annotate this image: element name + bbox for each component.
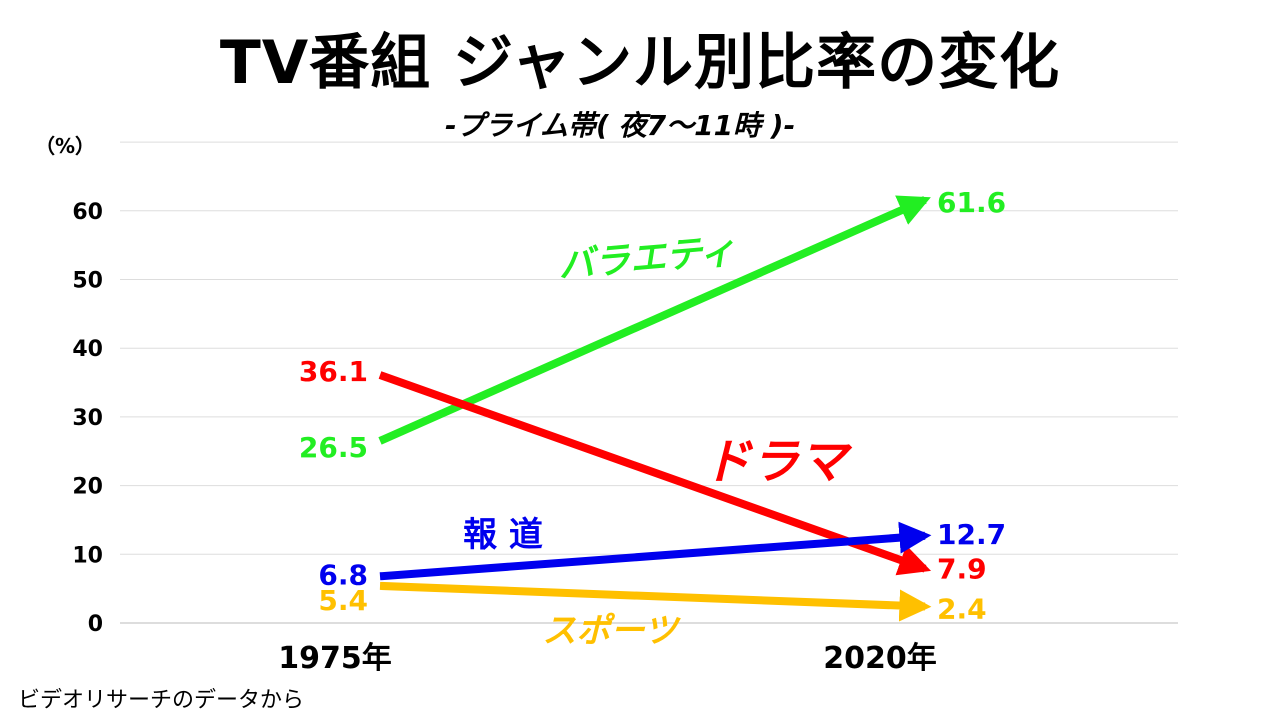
data-source-note: ビデオリサーチのデータから [18, 688, 305, 713]
series-line-1 [378, 371, 932, 576]
y-tick-label: 10 [72, 543, 103, 568]
y-tick-label: 50 [72, 269, 103, 294]
data-label-end: 61.6 [937, 186, 1006, 219]
y-tick-label: 60 [72, 200, 103, 225]
series-name-label: スポーツ [542, 611, 681, 651]
data-label-start: 5.4 [318, 584, 368, 617]
series-line-0 [378, 195, 931, 445]
data-label-start: 26.5 [299, 431, 368, 464]
y-tick-label: 40 [72, 337, 103, 362]
y-tick-label: 20 [72, 475, 103, 500]
series-name-label: ドラマ [703, 434, 853, 490]
x-tick-label: 1975年 [278, 641, 392, 676]
data-label-start: 36.1 [299, 355, 368, 388]
x-tick-label: 2020年 [823, 641, 937, 676]
y-tick-label: 0 [88, 612, 103, 637]
series-line-2 [379, 521, 932, 581]
series-name-label: バラエティ [557, 230, 738, 286]
data-label-end: 7.9 [937, 553, 987, 586]
y-tick-label: 30 [72, 406, 103, 431]
series-name-label: 報 道 [463, 515, 543, 555]
chart-subtitle: -プライム帯( 夜7～11時 )- [445, 109, 796, 142]
data-label-end: 2.4 [937, 593, 987, 626]
data-label-end: 12.7 [937, 518, 1006, 551]
series-line-3 [379, 581, 932, 622]
y-axis-unit: （%） [35, 134, 95, 158]
chart-title: TV番組 ジャンル別比率の変化 [219, 28, 1061, 98]
data-label-start: 6.8 [318, 558, 368, 591]
